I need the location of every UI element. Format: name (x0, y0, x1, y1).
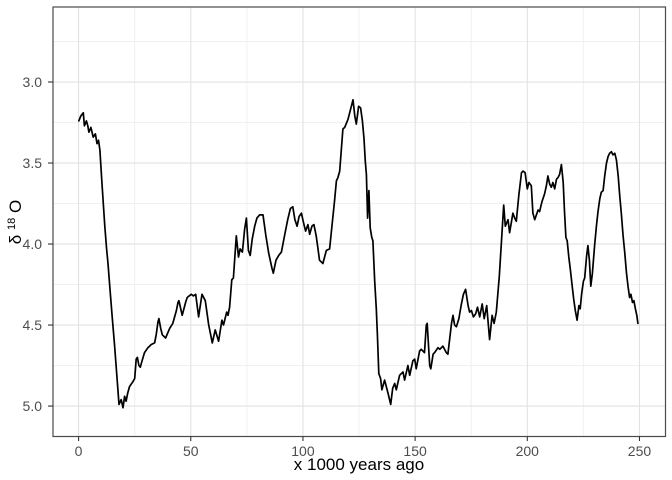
x-axis-tick-labels: 0 50 100 150 200 250 (75, 443, 652, 459)
x-tick-label: 100 (291, 443, 315, 459)
x-tick-label: 150 (403, 443, 427, 459)
x-tick-label: 50 (183, 443, 199, 459)
y-tick-label: 3.5 (23, 155, 43, 171)
y-tick-label: 5.0 (23, 398, 43, 414)
x-tick-label: 200 (516, 443, 540, 459)
y-axis-title-superscript: 18 (6, 218, 18, 230)
y-tick-label: 3.0 (23, 74, 43, 90)
y-axis-title-delta: δ (6, 235, 25, 244)
y-axis-title-o: O (6, 200, 25, 213)
x-tick-label: 0 (75, 443, 83, 459)
axis-tick-marks (48, 81, 641, 441)
data-line-d18o (77, 98, 639, 409)
y-tick-label: 4.5 (23, 317, 43, 333)
panel-border (52, 6, 667, 438)
x-tick-label: 250 (628, 443, 652, 459)
x-axis-title: x 1000 years ago (294, 455, 424, 474)
grid-major (53, 7, 666, 437)
y-axis-title: δ 18 O (0, 200, 25, 244)
y-axis-tick-labels: 3.0 3.5 4.0 4.5 5.0 (23, 74, 43, 414)
y-tick-label: 4.0 (23, 236, 43, 252)
